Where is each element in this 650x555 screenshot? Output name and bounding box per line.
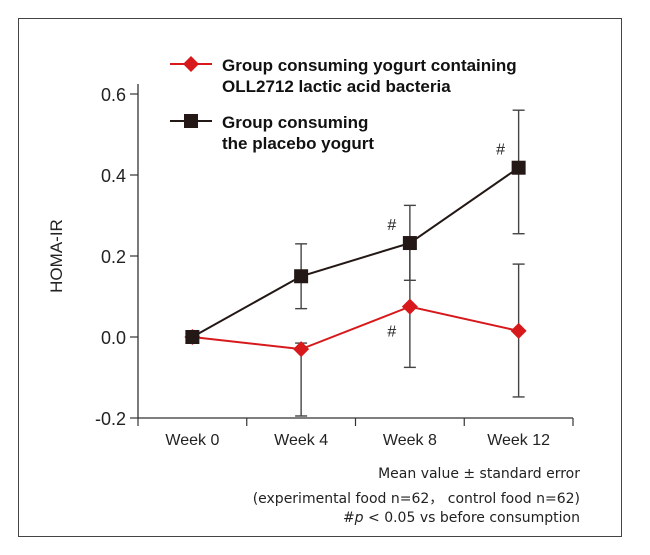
data-point-square (511, 160, 526, 175)
figure-frame (18, 18, 622, 537)
legend-marker-square (184, 114, 198, 128)
x-tick-label: Week 8 (383, 432, 437, 449)
y-tick-label: -0.2 (95, 409, 126, 429)
y-tick-label: 0.6 (101, 85, 126, 105)
legend-label: Group consuming (222, 113, 368, 132)
series-line-1 (191, 166, 520, 338)
x-tick-label: Week 4 (274, 432, 328, 449)
footnote-significance: #p < 0.05 vs before consumption (343, 510, 580, 526)
y-tick-label: 0.0 (101, 328, 126, 348)
legend-marker-diamond (183, 56, 199, 72)
significance-marker: # (496, 142, 505, 159)
significance-marker: # (387, 324, 396, 341)
data-point-diamond (401, 298, 418, 315)
y-tick-label: 0.2 (101, 247, 126, 267)
footnote-stats: Mean value ± standard error (378, 466, 580, 482)
data-point-diamond (293, 341, 310, 358)
data-point-square (402, 236, 417, 251)
significance-marker: # (387, 217, 396, 234)
legend-label: Group consuming yogurt containing (222, 56, 517, 75)
data-point-diamond (510, 322, 527, 339)
x-tick-label: Week 0 (165, 432, 219, 449)
footnote-sample-size: (experimental food n=62， control food n=… (252, 491, 580, 507)
x-tick-label: Week 12 (487, 432, 550, 449)
data-point-square (185, 330, 200, 344)
legend-label: OLL2712 lactic acid bacteria (222, 77, 451, 96)
data-point-square (294, 269, 309, 284)
hash-symbol: # (342, 510, 355, 526)
footnote-significance-text: < 0.05 vs before consumption (363, 510, 580, 526)
legend-label: the placebo yogurt (222, 134, 374, 153)
series-line-0 (192, 305, 519, 351)
y-tick-label: 0.4 (101, 166, 126, 186)
p-symbol: p (354, 510, 364, 526)
y-axis-label: HOMA-IR (47, 219, 66, 293)
